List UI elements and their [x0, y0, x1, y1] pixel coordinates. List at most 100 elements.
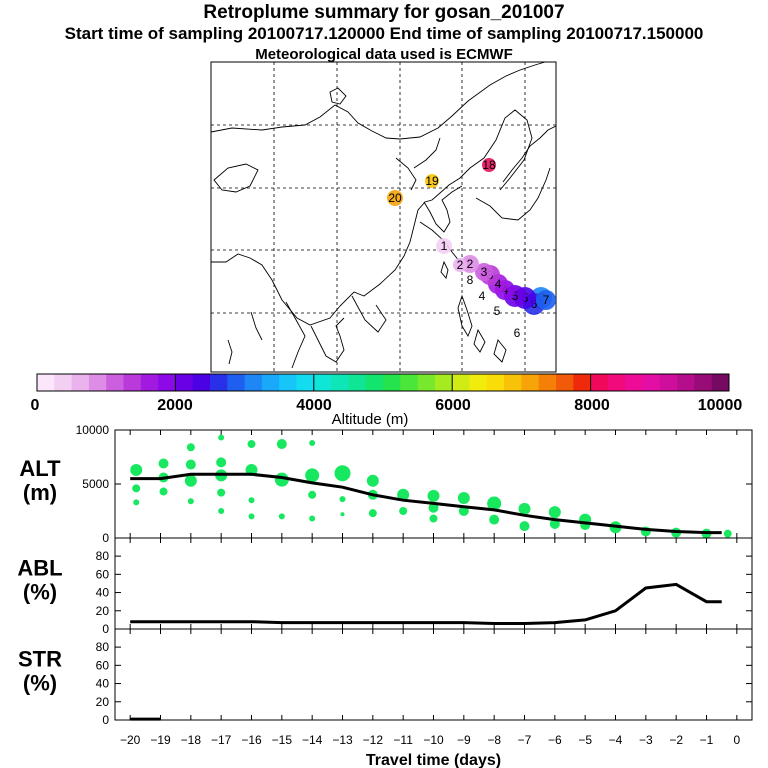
colorbar-swatch	[590, 374, 609, 391]
x-tick-label: 0	[733, 733, 740, 747]
colorbar-swatch	[348, 374, 367, 391]
met-data-note: Meteorological data used is ECMWF	[255, 46, 513, 63]
x-tick-label: −8	[487, 733, 501, 747]
colorbar-swatch	[158, 374, 176, 391]
colorbar-ticks: 0 2000 4000 6000 8000 10000	[31, 397, 743, 414]
plume-marker-label: 20	[388, 191, 402, 205]
x-axis-label: Travel time (days)	[366, 752, 501, 768]
colorbar-swatch	[279, 374, 297, 391]
altitude-cluster	[368, 509, 377, 518]
y-tick-label: 80	[96, 640, 110, 654]
colorbar-swatch	[486, 374, 505, 391]
colorbar-label: Altitude (m)	[332, 411, 409, 428]
altitude-cluster	[187, 498, 194, 505]
altitude-cluster	[309, 439, 316, 446]
x-tick-label: −20	[120, 733, 141, 747]
colorbar-swatch	[556, 374, 574, 391]
colorbar-swatch	[175, 374, 194, 391]
chart-title: Retroplume summary for gosan_201007	[203, 2, 565, 23]
altitude-cluster	[184, 474, 197, 487]
x-tick-label: −9	[457, 733, 471, 747]
colorbar-tick: 4000	[296, 397, 332, 414]
altitude-cluster	[366, 474, 379, 487]
altitude-cluster	[428, 502, 439, 513]
plume-marker	[425, 174, 439, 188]
panel-abl: 0 20 40 60 80 ABL(%)	[17, 537, 753, 636]
altitude-cluster	[309, 515, 316, 522]
colorbar-swatch	[123, 374, 142, 391]
y-axis-label: (m)	[23, 480, 57, 505]
altitude-cluster	[429, 514, 438, 523]
altitude-cluster	[186, 443, 195, 452]
plume-marker-label: 5	[494, 304, 501, 318]
plume-map: 7675544332218456181920	[210, 61, 557, 373]
y-tick-label: 0	[102, 713, 109, 727]
y-tick-label: 20	[96, 695, 110, 709]
colorbar-swatch	[261, 374, 280, 391]
y-tick-label: 20	[96, 604, 110, 618]
colorbar-swatch	[88, 374, 107, 391]
colorbar-tick: 0	[31, 397, 40, 414]
x-tick-label: −16	[241, 733, 262, 747]
x-tick-label: −13	[332, 733, 353, 747]
map-graticule	[211, 62, 556, 372]
plume-markers: 7675544332218456181920	[387, 158, 556, 340]
altitude-cluster	[427, 489, 440, 502]
colorbar-swatch	[331, 374, 349, 391]
plume-marker-label: 2	[467, 257, 474, 271]
colorbar-tick: 6000	[435, 397, 471, 414]
y-axis-label: ABL	[17, 556, 62, 581]
y-tick-label: 0	[102, 622, 109, 636]
colorbar-swatch	[210, 374, 228, 391]
y-tick-label: 5000	[82, 477, 109, 491]
plume-marker	[453, 258, 467, 272]
colorbar-swatch	[452, 374, 470, 391]
altitude-cluster	[133, 499, 140, 506]
colorbar-tick: 10000	[698, 397, 743, 414]
colorbar-swatch	[383, 374, 401, 391]
plume-marker-label: 2	[457, 258, 464, 272]
panel-frame	[114, 537, 753, 630]
plume-marker	[536, 290, 556, 310]
x-tick-label: −19	[150, 733, 171, 747]
altitude-cluster	[308, 490, 317, 499]
altitude-cluster	[519, 521, 530, 532]
y-axis-label: (%)	[23, 671, 57, 696]
altitude-colorbar	[36, 373, 730, 392]
x-tick-label: −6	[548, 733, 562, 747]
x-tick-label: −12	[363, 733, 384, 747]
plume-marker-label: 3	[481, 265, 488, 279]
colorbar-swatch	[106, 374, 124, 391]
y-tick-label: 0	[102, 531, 109, 545]
x-tick-label: −4	[609, 733, 623, 747]
colorbar-swatch	[227, 374, 246, 391]
altitude-cluster	[458, 506, 469, 516]
sampling-times: Start time of sampling 20100717.120000 E…	[64, 24, 704, 43]
altitude-cluster	[130, 463, 143, 476]
y-tick-label: 10000	[76, 423, 110, 437]
colorbar-swatch	[140, 374, 159, 391]
colorbar-swatch	[625, 374, 643, 391]
altitude-cluster	[723, 529, 732, 538]
altitude-cluster	[305, 468, 320, 483]
colorbar-swatch	[434, 374, 453, 391]
plume-marker-label: 18	[482, 158, 496, 172]
x-tick-label: −11	[393, 733, 413, 747]
y-tick-label: 40	[96, 677, 110, 691]
x-tick-label: −5	[578, 733, 592, 747]
colorbar-tick: 8000	[574, 397, 610, 414]
altitude-cluster	[457, 492, 470, 505]
x-tick-label: −1	[700, 733, 714, 747]
altitude-cluster	[248, 497, 255, 504]
altitude-cluster	[548, 506, 561, 519]
panel-alt: 0 5000 10000 ALT(m)	[19, 423, 753, 545]
altitude-cluster	[399, 507, 408, 515]
plume-marker-label: 1	[441, 239, 448, 253]
colorbar-swatch	[296, 374, 315, 391]
coastlines	[210, 61, 557, 369]
x-tick-label: −2	[669, 733, 683, 747]
altitude-cluster	[334, 465, 351, 482]
x-tick-label: −7	[518, 733, 532, 747]
y-tick-label: 40	[96, 586, 110, 600]
